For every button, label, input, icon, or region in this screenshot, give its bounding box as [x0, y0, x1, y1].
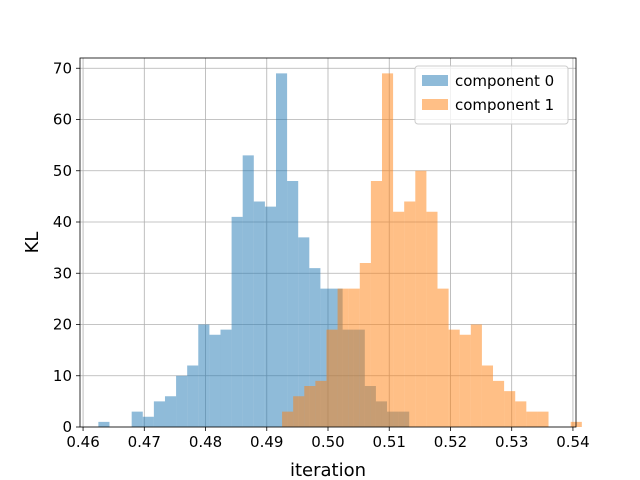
bar — [359, 263, 371, 427]
legend-box — [414, 65, 569, 125]
bar — [381, 73, 394, 427]
bar — [448, 329, 460, 427]
y-tick-label: 10 — [53, 367, 72, 385]
y-tick-label: 60 — [53, 111, 72, 129]
legend-label: component 0 — [455, 72, 554, 90]
bar — [426, 211, 438, 427]
y-tick-label: 70 — [53, 59, 72, 77]
bar — [187, 365, 199, 427]
bar — [98, 421, 110, 427]
legend: component 0 component 1 — [414, 65, 569, 125]
bar — [198, 324, 210, 427]
legend-swatch — [422, 75, 448, 86]
y-tick-label: 30 — [53, 264, 72, 282]
bar — [220, 329, 232, 427]
bar — [293, 396, 305, 427]
bar — [176, 375, 188, 427]
bar — [309, 268, 321, 427]
bar — [526, 411, 538, 427]
y-axis-label: KL — [22, 232, 43, 254]
bar — [470, 324, 482, 427]
bar — [315, 380, 327, 427]
bar — [504, 391, 516, 427]
x-tick-label: 0.54 — [556, 433, 589, 451]
x-axis-ticks: 0.46 0.47 0.48 0.49 0.50 0.51 0.52 0.53 0.54 — [66, 427, 590, 451]
bar — [437, 288, 449, 427]
legend-swatch — [422, 99, 448, 110]
bar — [131, 411, 143, 427]
bar — [153, 401, 165, 427]
bar — [370, 181, 382, 427]
x-tick-label: 0.48 — [189, 433, 222, 451]
bar — [459, 334, 471, 427]
bar — [515, 401, 527, 427]
bar — [393, 211, 405, 427]
x-axis-label: iteration — [290, 460, 366, 480]
x-tick-label: 0.51 — [373, 433, 406, 451]
bar — [326, 329, 338, 427]
bar — [275, 73, 288, 427]
bar — [348, 288, 360, 427]
bar — [231, 216, 243, 427]
bar — [537, 411, 549, 427]
bar — [493, 380, 505, 427]
series-component-1-bars — [282, 73, 582, 427]
x-tick-label: 0.52 — [434, 433, 467, 451]
x-tick-label: 0.53 — [495, 433, 528, 451]
bar — [242, 155, 254, 427]
legend-label: component 1 — [455, 96, 554, 114]
x-tick-label: 0.47 — [128, 433, 161, 451]
bar — [320, 288, 332, 427]
y-tick-label: 50 — [53, 162, 72, 180]
bar — [209, 334, 221, 427]
bar — [304, 386, 316, 427]
bar — [142, 416, 154, 427]
y-tick-label: 0 — [62, 418, 72, 436]
bar — [415, 170, 427, 427]
bar — [253, 201, 265, 427]
bar — [264, 206, 276, 427]
bar — [282, 411, 294, 427]
y-axis-ticks: 0 10 20 30 40 50 60 70 — [53, 59, 80, 436]
x-tick-label: 0.50 — [311, 433, 344, 451]
x-tick-label: 0.49 — [250, 433, 283, 451]
y-tick-label: 20 — [53, 316, 72, 334]
bar — [404, 201, 416, 427]
bar — [298, 237, 310, 427]
x-tick-label: 0.46 — [66, 433, 99, 451]
bar — [481, 365, 494, 427]
bar — [287, 181, 299, 427]
bar — [164, 396, 177, 427]
bar — [337, 288, 349, 427]
y-tick-label: 40 — [53, 213, 72, 231]
